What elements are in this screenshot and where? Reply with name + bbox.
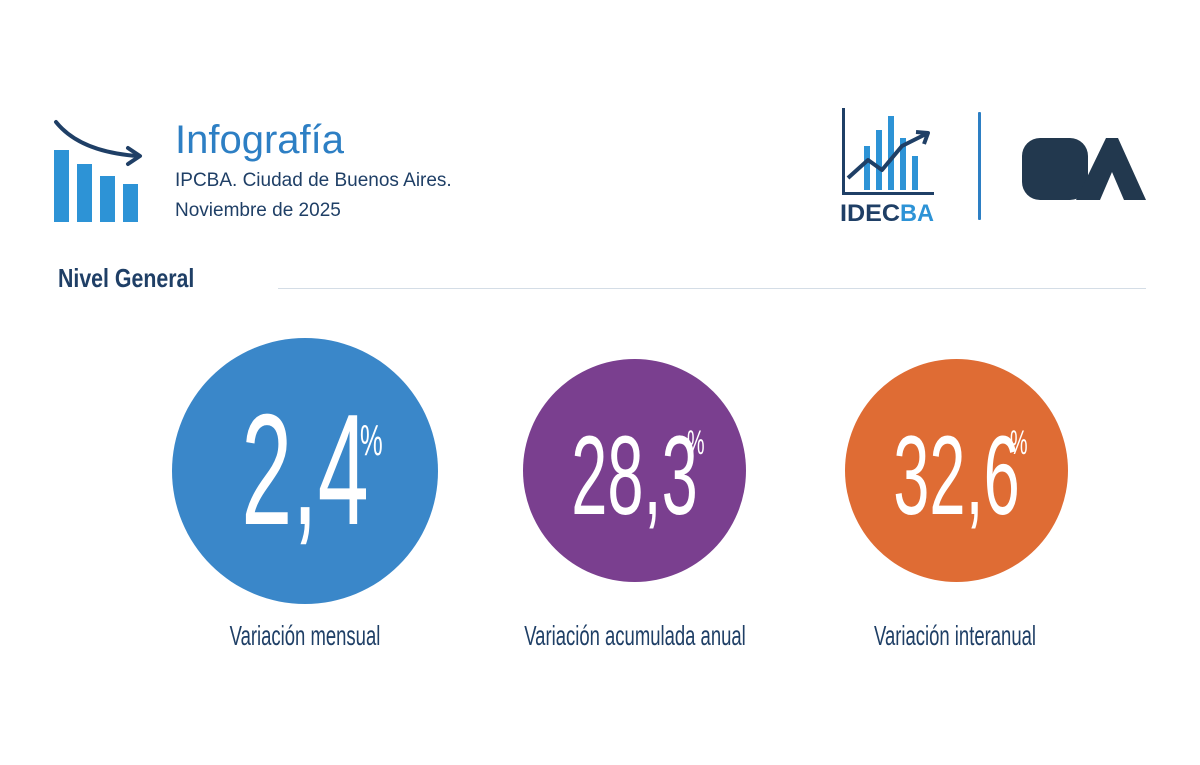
annual-cumulative-variation-label: Variación acumulada anual — [524, 620, 746, 651]
monthly-variation-value: 2,4 — [241, 382, 369, 558]
section-divider — [278, 288, 1146, 289]
monthly-variation-circle — [172, 338, 438, 604]
annual-cumulative-variation-circle — [523, 359, 746, 582]
svg-text:BA: BA — [900, 200, 934, 226]
section-title: Nivel General — [58, 263, 195, 293]
monthly-variation-unit: % — [360, 416, 383, 465]
annual-cumulative-variation-unit: % — [687, 424, 705, 462]
year-over-year-variation-label: Variación interanual — [874, 620, 1036, 651]
descending-bar-chart-icon — [54, 120, 142, 222]
monthly-variation-label: Variación mensual — [229, 620, 381, 651]
year-over-year-variation-unit: % — [1010, 424, 1028, 462]
year-over-year-variation-value: 32,6 — [893, 413, 1020, 538]
idecba-logo: IDEC BA — [840, 108, 934, 226]
ba-logo — [1022, 138, 1146, 200]
page-title: Infografía — [175, 118, 345, 162]
year-over-year-variation-circle — [845, 359, 1068, 582]
subtitle-location: IPCBA. Ciudad de Buenos Aires. — [175, 170, 452, 191]
annual-cumulative-variation-value: 28,3 — [571, 413, 698, 538]
subtitle-date: Noviembre de 2025 — [175, 200, 341, 221]
svg-text:IDEC: IDEC — [840, 200, 900, 226]
logo-divider — [978, 112, 981, 220]
